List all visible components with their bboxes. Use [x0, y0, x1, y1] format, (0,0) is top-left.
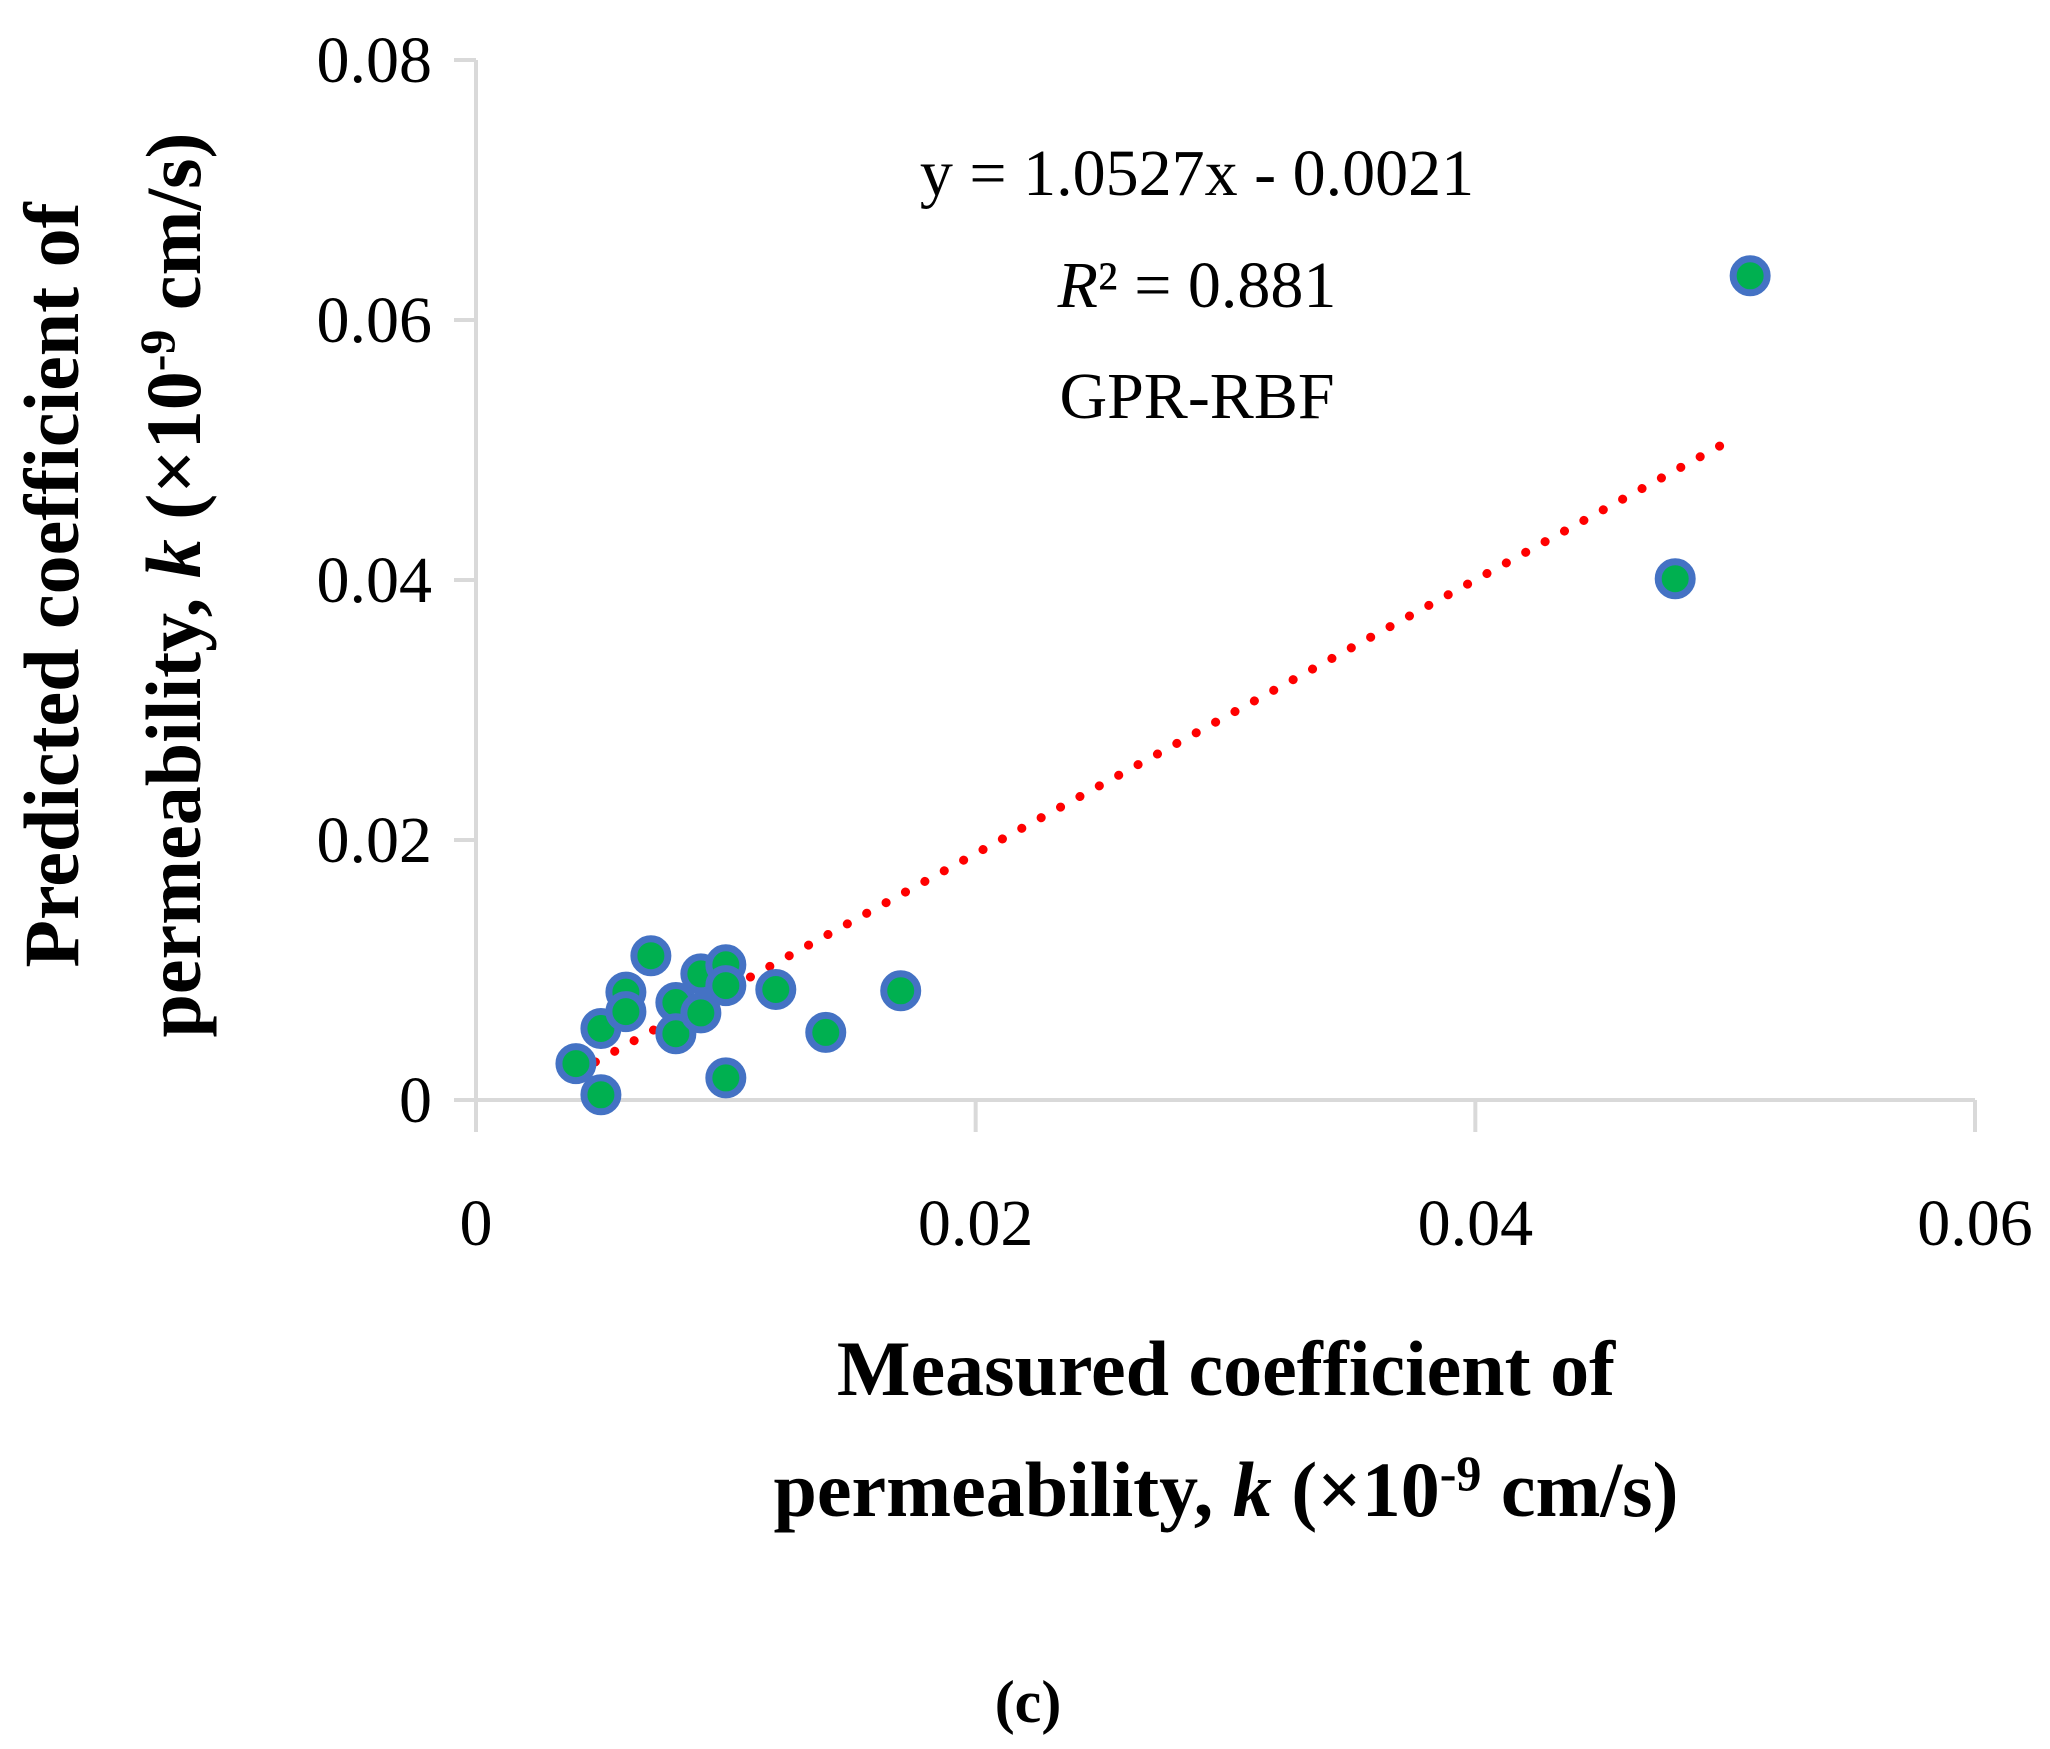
- data-point: [705, 965, 747, 1007]
- data-points: [555, 255, 1771, 1116]
- data-point: [1654, 558, 1696, 600]
- figure-caption: (c): [995, 1669, 1062, 1735]
- data-point: [605, 991, 647, 1033]
- y-tick-label: 0.08: [317, 24, 433, 97]
- data-point: [1729, 255, 1771, 297]
- data-point: [880, 970, 922, 1012]
- y-tick-label: 0.06: [317, 284, 433, 357]
- data-point: [755, 969, 797, 1010]
- r-squared-label: R² = 0.881: [1057, 249, 1337, 322]
- data-point: [580, 1074, 622, 1116]
- y-ticks: 0 0.02 0.04 0.06 0.08: [317, 24, 476, 1137]
- x-axis-title-line2: permeability, k (×10-9 cm/s): [774, 1445, 1679, 1533]
- y-axis-title-line2: permeability, k (×10-9 cm/s): [129, 133, 217, 1038]
- y-tick-label: 0.02: [317, 804, 433, 877]
- y-tick-label: 0: [399, 1064, 432, 1137]
- x-axis-title-line1: Measured coefficient of: [837, 1325, 1616, 1412]
- data-point: [630, 935, 672, 977]
- y-tick-label: 0.04: [317, 544, 433, 617]
- y-axis-title-line1: Predicted coefficient of: [8, 201, 95, 967]
- x-tick-label: 0.04: [1418, 1187, 1534, 1260]
- axes: [474, 60, 1975, 1102]
- x-tick-label: 0.02: [918, 1187, 1034, 1260]
- data-point: [705, 1057, 747, 1099]
- model-label: GPR-RBF: [1059, 360, 1334, 433]
- trendline: [571, 431, 1743, 1078]
- data-point: [680, 992, 722, 1034]
- x-ticks: 0 0.02 0.04 0.06: [460, 1100, 2033, 1260]
- x-tick-label: 0: [460, 1187, 493, 1260]
- equation-label: y = 1.0527x - 0.0021: [920, 137, 1474, 210]
- data-point: [555, 1043, 597, 1085]
- x-tick-label: 0.06: [1917, 1187, 2033, 1260]
- data-point: [805, 1011, 847, 1053]
- data-point: [655, 1013, 697, 1055]
